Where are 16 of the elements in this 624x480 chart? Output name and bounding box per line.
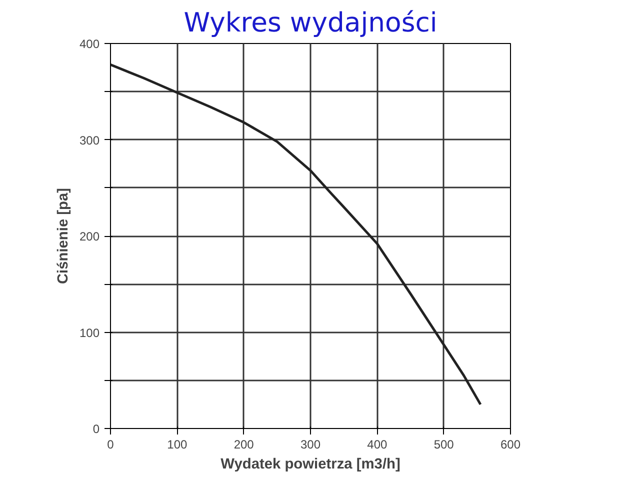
y-axis-title: Ciśnienie [pa]: [55, 188, 72, 284]
line-series: [110, 63, 482, 406]
y-tick-label: 200: [79, 230, 100, 244]
chart-title: Wykres wydajności: [184, 8, 438, 38]
y-tick-label: 0: [92, 422, 100, 436]
x-tick-label: 200: [234, 438, 254, 452]
x-tick-label: 500: [434, 438, 454, 452]
x-tick-label: 600: [500, 438, 521, 452]
y-tick-label: 400: [79, 37, 100, 51]
x-tick-label: 100: [167, 438, 188, 452]
x-tick-label: 300: [300, 438, 321, 452]
x-axis-title: Wydatek powietrza [m3/h]: [220, 456, 400, 472]
y-tick-label: 100: [79, 326, 100, 340]
x-tick-label: 400: [367, 438, 388, 452]
x-tick-label: 0: [107, 438, 114, 452]
y-tick-label: 300: [79, 133, 100, 148]
